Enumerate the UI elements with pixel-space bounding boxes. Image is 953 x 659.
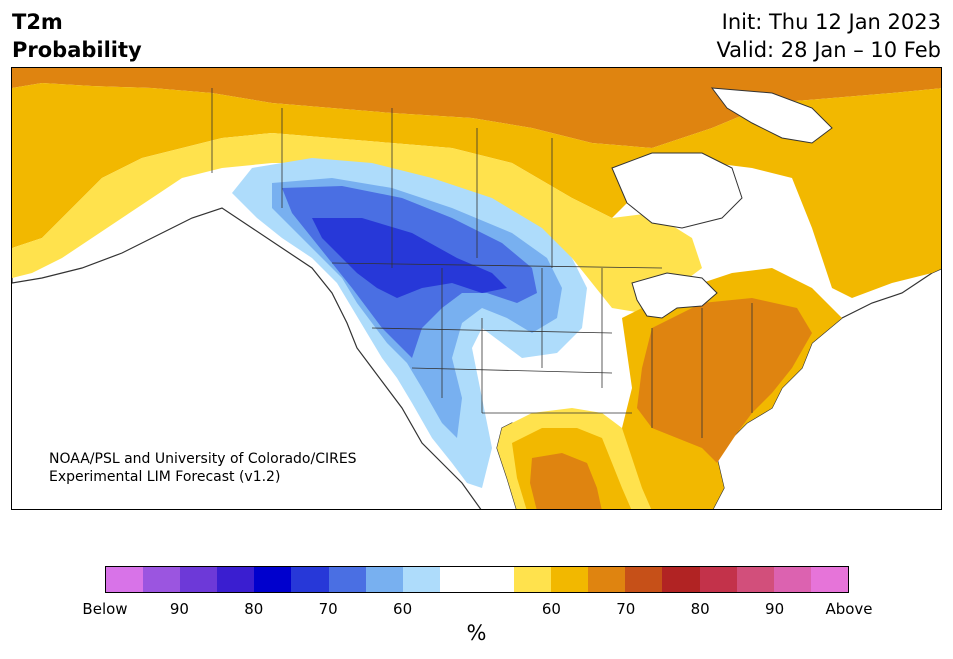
colorbar-segment — [773, 567, 811, 592]
tick-80-above: 80 — [690, 600, 710, 618]
forecast-dates: Init: Thu 12 Jan 2023 Valid: 28 Jan – 10… — [716, 8, 941, 64]
valid-range: Valid: 28 Jan – 10 Feb — [716, 38, 941, 62]
hudson-bay — [611, 152, 743, 229]
tick-above: Above — [825, 600, 873, 618]
colorbar-segment — [810, 567, 848, 592]
colorbar-segment — [551, 567, 589, 592]
title: T2m Probability — [12, 8, 142, 64]
colorbar-segment — [180, 567, 218, 592]
colorbar-segment — [365, 567, 403, 592]
title-line-1: T2m — [12, 10, 63, 34]
colorbar-segment — [291, 567, 329, 592]
gold-zone-north — [12, 83, 941, 298]
colorbar-segment — [254, 567, 292, 592]
colorbar-segment — [143, 567, 181, 592]
colorbar-segment — [625, 567, 663, 592]
credit-line-2: Experimental LIM Forecast (v1.2) — [49, 469, 281, 485]
colorbar-ticks: Below 90 80 70 60 60 70 80 90 Above — [82, 600, 872, 620]
orange-zone-southeast — [637, 298, 812, 463]
colorbar-segment — [588, 567, 626, 592]
colorbar-segment — [662, 567, 700, 592]
colorbar — [105, 566, 849, 593]
map-svg — [12, 68, 941, 509]
political-borders — [211, 88, 753, 438]
colorbar-segment — [699, 567, 737, 592]
colorbar-unit: % — [466, 621, 487, 645]
yellow-zone-north — [12, 133, 702, 313]
arctic-water — [710, 87, 833, 144]
tick-below: Below — [82, 600, 128, 618]
map-credit: NOAA/PSL and University of Colorado/CIRE… — [49, 450, 357, 486]
orange-zone-south — [530, 453, 602, 509]
colorbar-segment — [476, 567, 515, 592]
tick-60-below: 60 — [393, 600, 413, 618]
colorbar-segment — [736, 567, 774, 592]
colorbar-segment — [402, 567, 440, 592]
colorbar-segment — [439, 567, 477, 592]
orange-zone-north — [12, 68, 941, 148]
tick-80-below: 80 — [244, 600, 264, 618]
deep-blue-zone — [312, 218, 507, 298]
colorbar-segment — [217, 567, 255, 592]
colorbar-segment — [328, 567, 366, 592]
colorbar-segment — [106, 567, 144, 592]
great-lakes — [631, 272, 718, 319]
credit-line-1: NOAA/PSL and University of Colorado/CIRE… — [49, 451, 357, 467]
tick-60-above: 60 — [541, 600, 561, 618]
init-date: Init: Thu 12 Jan 2023 — [721, 10, 941, 34]
tick-70-below: 70 — [318, 600, 338, 618]
tick-70-above: 70 — [616, 600, 636, 618]
title-line-2: Probability — [12, 38, 142, 62]
tick-90-below: 90 — [169, 600, 189, 618]
forecast-map: NOAA/PSL and University of Colorado/CIRE… — [11, 67, 942, 510]
colorbar-segment — [514, 567, 552, 592]
tick-90-above: 90 — [765, 600, 785, 618]
